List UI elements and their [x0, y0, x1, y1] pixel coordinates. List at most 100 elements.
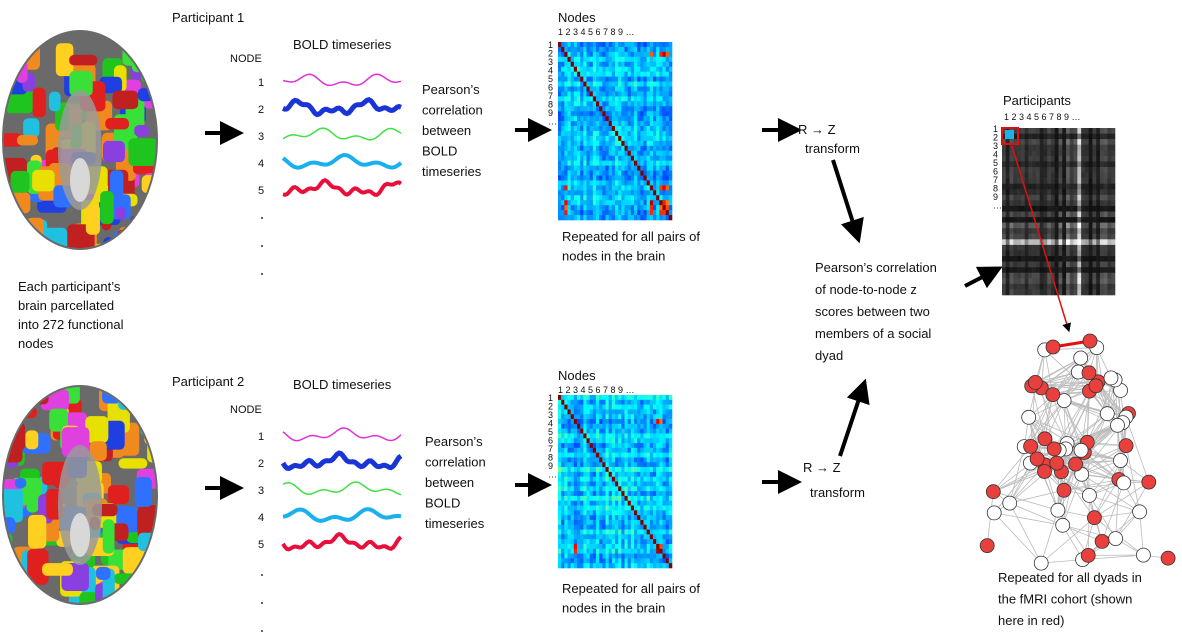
network-node	[1089, 379, 1103, 393]
matrix-cell	[580, 515, 583, 520]
participant-cell	[1089, 167, 1093, 173]
matrix-cell	[577, 57, 580, 62]
matrix-cell	[574, 530, 577, 535]
participant-cell	[1040, 167, 1044, 173]
matrix-cell	[596, 424, 599, 429]
matrix-cell	[669, 549, 672, 554]
network-node	[1047, 442, 1061, 456]
matrix-cell	[650, 472, 653, 477]
matrix-cell	[637, 530, 640, 535]
matrix-cell	[663, 534, 666, 539]
matrix-cell	[628, 558, 631, 563]
parcel	[0, 602, 23, 630]
matrix-cell	[659, 558, 662, 563]
participant-cell	[1040, 228, 1044, 234]
matrix-cell	[590, 438, 593, 443]
matrix-cell	[577, 544, 580, 549]
matrix-cell	[666, 549, 669, 554]
participant-cell	[1055, 156, 1059, 162]
matrix-cell	[666, 486, 669, 491]
matrix-cell	[663, 171, 666, 176]
matrix-cell	[612, 141, 615, 146]
matrix-cell	[583, 91, 586, 96]
matrix-cell	[637, 554, 640, 559]
parcel	[1, 433, 22, 462]
matrix-cell	[558, 156, 561, 161]
matrix-cell	[599, 405, 602, 410]
participant-cell	[1085, 239, 1089, 245]
matrix-cell	[587, 549, 590, 554]
matrix-cell	[653, 539, 656, 544]
matrix-cell	[631, 116, 634, 121]
matrix-cell	[634, 131, 637, 136]
matrix-cell	[634, 57, 637, 62]
matrix-cell	[625, 501, 628, 506]
matrix-cell	[564, 558, 567, 563]
matrix-cell	[640, 87, 643, 92]
matrix-cell	[612, 210, 615, 215]
matrix-cell	[571, 210, 574, 215]
matrix-cell	[577, 161, 580, 166]
participant-cell	[1017, 212, 1021, 218]
matrix-cell	[568, 405, 571, 410]
matrix-cell	[568, 482, 571, 487]
matrix-cell	[628, 136, 631, 141]
matrix-cell	[571, 72, 574, 77]
matrix-cell	[653, 544, 656, 549]
matrix-cell	[590, 176, 593, 181]
matrix-cell	[637, 57, 640, 62]
matrix-cell	[647, 438, 650, 443]
matrix-cell	[669, 131, 672, 136]
matrix-cell	[615, 409, 618, 414]
matrix-cell	[599, 563, 602, 568]
matrix-cell	[583, 141, 586, 146]
matrix-cell	[669, 57, 672, 62]
matrix-cell	[625, 91, 628, 96]
matrix-cell	[637, 429, 640, 434]
participant-cell	[1006, 206, 1010, 212]
matrix-cell	[631, 409, 634, 414]
matrix-cell	[650, 506, 653, 511]
participant-cell	[1066, 167, 1070, 173]
matrix-cell	[659, 96, 662, 101]
participant-cell	[1032, 239, 1036, 245]
matrix-cell	[666, 544, 669, 549]
participant-cell	[1100, 178, 1104, 184]
matrix-cell	[561, 472, 564, 477]
matrix-cell	[650, 405, 653, 410]
participant-cell	[1010, 156, 1014, 162]
matrix-cell	[637, 185, 640, 190]
matrix-cell	[571, 467, 574, 472]
matrix-cell	[663, 510, 666, 515]
matrix-cell	[571, 101, 574, 106]
matrix-cell	[653, 52, 656, 57]
matrix-cell	[615, 77, 618, 82]
matrix-cell	[564, 400, 567, 405]
matrix-cell	[606, 82, 609, 87]
matrix-cell	[568, 215, 571, 220]
matrix-cell	[637, 405, 640, 410]
matrix-cell	[625, 180, 628, 185]
participant-cell	[1096, 139, 1100, 145]
participant-cell	[1028, 134, 1032, 140]
participant-cell	[1036, 245, 1040, 251]
matrix-cell	[612, 195, 615, 200]
matrix-cell	[587, 414, 590, 419]
matrix-cell	[599, 424, 602, 429]
matrix-cell	[653, 534, 656, 539]
matrix-cell	[561, 506, 564, 511]
parcel	[155, 225, 186, 242]
matrix-cell	[561, 62, 564, 67]
matrix-cell	[583, 151, 586, 156]
matrix-cell	[574, 180, 577, 185]
matrix-cell	[602, 467, 605, 472]
matrix-cell	[564, 116, 567, 121]
participant-cell	[1002, 267, 1006, 273]
matrix-cell	[583, 525, 586, 530]
participant-cell	[1025, 200, 1029, 206]
matrix-cell	[580, 549, 583, 554]
matrix-cell	[587, 472, 590, 477]
participant-cell	[1111, 178, 1115, 184]
matrix-cell	[580, 176, 583, 181]
matrix-cell	[666, 448, 669, 453]
